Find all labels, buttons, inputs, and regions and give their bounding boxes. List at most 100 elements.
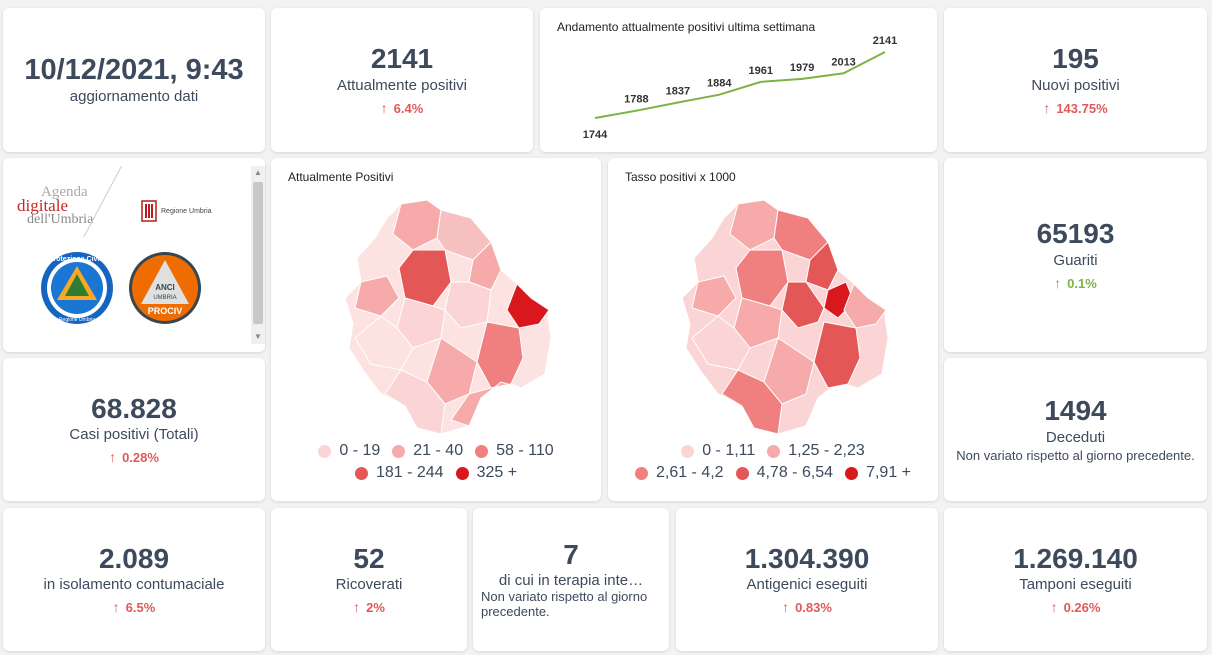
trend-chart-title: Andamento attualmente positivi ultima se… bbox=[557, 20, 816, 34]
legend-label: 2,61 - 4,2 bbox=[655, 464, 724, 481]
casi-totali-trend: ↑ 0.28% bbox=[109, 449, 159, 465]
isolamento-value: 2.089 bbox=[98, 542, 170, 574]
terapia-label: di cui in terapia inte… bbox=[498, 572, 644, 590]
legend-label: 181 - 244 bbox=[375, 464, 444, 481]
guariti-card: 65193 Guariti ↑ 0.1% bbox=[944, 158, 1207, 352]
antigenici-value: 1.304.390 bbox=[744, 542, 870, 574]
trend-value: 0.26% bbox=[1063, 600, 1101, 616]
anci-line3: PROCIV bbox=[148, 306, 183, 316]
trend-value: 6.5% bbox=[125, 600, 156, 616]
casi-totali-card: 68.828 Casi positivi (Totali) ↑ 0.28% bbox=[3, 358, 265, 501]
legend-label: 1,25 - 2,23 bbox=[788, 442, 865, 459]
deceduti-label: Deceduti bbox=[1045, 428, 1106, 446]
antigenici-trend: ↑ 0.83% bbox=[782, 599, 832, 615]
arrow-up-icon: ↑ bbox=[109, 449, 117, 466]
antigenici-label: Antigenici eseguiti bbox=[746, 576, 868, 594]
legend-item[interactable]: 0 - 1,11 bbox=[681, 442, 755, 460]
legend-dot bbox=[767, 444, 781, 458]
scroll-thumb[interactable] bbox=[253, 182, 263, 324]
trend-value: 0.28% bbox=[122, 450, 159, 466]
arrow-up-icon: ↑ bbox=[1054, 274, 1062, 291]
data-label: 1744 bbox=[583, 129, 608, 141]
update-datetime: 10/12/2021, 9:43 bbox=[24, 53, 244, 86]
isolamento-card: 2.089 in isolamento contumaciale ↑ 6.5% bbox=[3, 508, 265, 651]
legend-item[interactable]: 7,91 + bbox=[845, 464, 911, 482]
trend-value: 143.75% bbox=[1056, 100, 1108, 116]
legend-label: 4,78 - 6,54 bbox=[756, 464, 834, 481]
agenda-digitale-logo: Agenda digitale dell'Umbria bbox=[17, 184, 117, 254]
attualmente-positivi-trend: ↑ 6.4% bbox=[381, 100, 424, 116]
attualmente-positivi-value: 2141 bbox=[370, 43, 434, 75]
map1-title: Attualmente Positivi bbox=[288, 170, 394, 184]
terapia-card: 7 di cui in terapia inte… Non variato ri… bbox=[473, 508, 669, 651]
protezione-text: Protezione Civile bbox=[49, 256, 106, 263]
ricoverati-trend: ↑ 2% bbox=[353, 599, 385, 615]
map2-legend: 0 - 1,11 1,25 - 2,23 2,61 - 4,2 4,78 - 6… bbox=[608, 442, 938, 486]
guariti-value: 65193 bbox=[1036, 218, 1115, 250]
data-label: 2141 bbox=[873, 35, 897, 47]
protezione-civile-logo: Protezione Civile Regione Umbria bbox=[41, 252, 113, 324]
guariti-trend: ↑ 0.1% bbox=[1054, 275, 1097, 291]
legend-dot bbox=[392, 444, 406, 458]
regione-emblem-icon bbox=[141, 200, 157, 222]
attualmente-positivi-label: Attualmente positivi bbox=[336, 76, 468, 94]
legend-dot bbox=[681, 444, 695, 458]
map2-title: Tasso positivi x 1000 bbox=[625, 170, 736, 184]
data-label: 1961 bbox=[748, 65, 772, 77]
legend-dot bbox=[845, 466, 859, 480]
tamponi-label: Tamponi eseguiti bbox=[1019, 576, 1132, 594]
nuovi-positivi-label: Nuovi positivi bbox=[1031, 76, 1120, 94]
trend-value: 2% bbox=[366, 600, 385, 616]
map1-legend: 0 - 19 21 - 40 58 - 110 181 - 244 325 + bbox=[271, 442, 601, 486]
logos-card[interactable]: Agenda digitale dell'Umbria Regione Umbr… bbox=[3, 158, 265, 352]
legend-item[interactable]: 2,61 - 4,2 bbox=[634, 464, 724, 482]
tamponi-card: 1.269.140 Tamponi eseguiti ↑ 0.26% bbox=[944, 508, 1207, 651]
terapia-note: Non variato rispetto al giorno precedent… bbox=[481, 589, 648, 620]
update-label: aggiornamento dati bbox=[69, 88, 199, 106]
data-label: 1837 bbox=[666, 86, 690, 98]
arrow-up-icon: ↑ bbox=[1050, 599, 1058, 616]
series-line bbox=[594, 51, 886, 119]
trend-chart: 1744 1788 1837 1884 1961 1979 2013 2141 bbox=[583, 35, 897, 141]
protezione-subtext: Regione Umbria bbox=[59, 317, 95, 323]
scroll-down-icon[interactable]: ▼ bbox=[254, 332, 262, 341]
legend-item[interactable]: 4,78 - 6,54 bbox=[735, 464, 834, 482]
umbria-map-2[interactable] bbox=[608, 158, 938, 501]
legend-item[interactable]: 21 - 40 bbox=[392, 442, 463, 460]
legend-item[interactable]: 58 - 110 bbox=[475, 442, 554, 460]
ricoverati-card: 52 Ricoverati ↑ 2% bbox=[271, 508, 467, 651]
anci-umbria-prociv-logo: ANCI UMBRIA PROCIV bbox=[129, 252, 201, 324]
legend-item[interactable]: 181 - 244 bbox=[354, 464, 444, 482]
casi-totali-label: Casi positivi (Totali) bbox=[69, 426, 199, 444]
legend-dot bbox=[455, 466, 469, 480]
agenda-line3: dell'Umbria bbox=[27, 212, 94, 227]
terapia-value: 7 bbox=[563, 538, 579, 570]
legend-dot bbox=[735, 466, 749, 480]
legend-label: 21 - 40 bbox=[413, 442, 464, 459]
agenda-line1: Agenda bbox=[41, 184, 88, 200]
tamponi-value: 1.269.140 bbox=[1013, 542, 1138, 574]
update-card: 10/12/2021, 9:43 aggiornamento dati bbox=[3, 8, 265, 152]
data-label: 2013 bbox=[831, 56, 855, 68]
legend-dot bbox=[354, 466, 368, 480]
legend-label: 0 - 1,11 bbox=[702, 442, 756, 459]
legend-item[interactable]: 0 - 19 bbox=[318, 442, 380, 460]
umbria-map-1[interactable] bbox=[271, 158, 601, 501]
regione-umbria-logo: Regione Umbria bbox=[141, 200, 212, 222]
arrow-up-icon: ↑ bbox=[380, 99, 388, 116]
arrow-up-icon: ↑ bbox=[112, 599, 120, 616]
legend-item[interactable]: 1,25 - 2,23 bbox=[767, 442, 865, 460]
scroll-up-icon[interactable]: ▲ bbox=[254, 168, 262, 177]
legend-dot bbox=[634, 466, 648, 480]
isolamento-trend: ↑ 6.5% bbox=[113, 599, 156, 615]
logos-scrollbar[interactable]: ▲ ▼ bbox=[251, 166, 265, 344]
nuovi-positivi-trend: ↑ 143.75% bbox=[1043, 100, 1107, 116]
nuovi-positivi-value: 195 bbox=[1052, 43, 1099, 75]
legend-label: 7,91 + bbox=[866, 464, 912, 481]
deceduti-value: 1494 bbox=[1044, 395, 1107, 427]
anci-line1: ANCI bbox=[155, 283, 175, 292]
arrow-up-icon: ↑ bbox=[353, 599, 361, 616]
map-attualmente-positivi-card: Attualmente Positivi 0 - 19 21 - 40 58 -… bbox=[271, 158, 601, 501]
legend-item[interactable]: 325 + bbox=[455, 464, 517, 482]
tamponi-trend: ↑ 0.26% bbox=[1051, 599, 1101, 615]
